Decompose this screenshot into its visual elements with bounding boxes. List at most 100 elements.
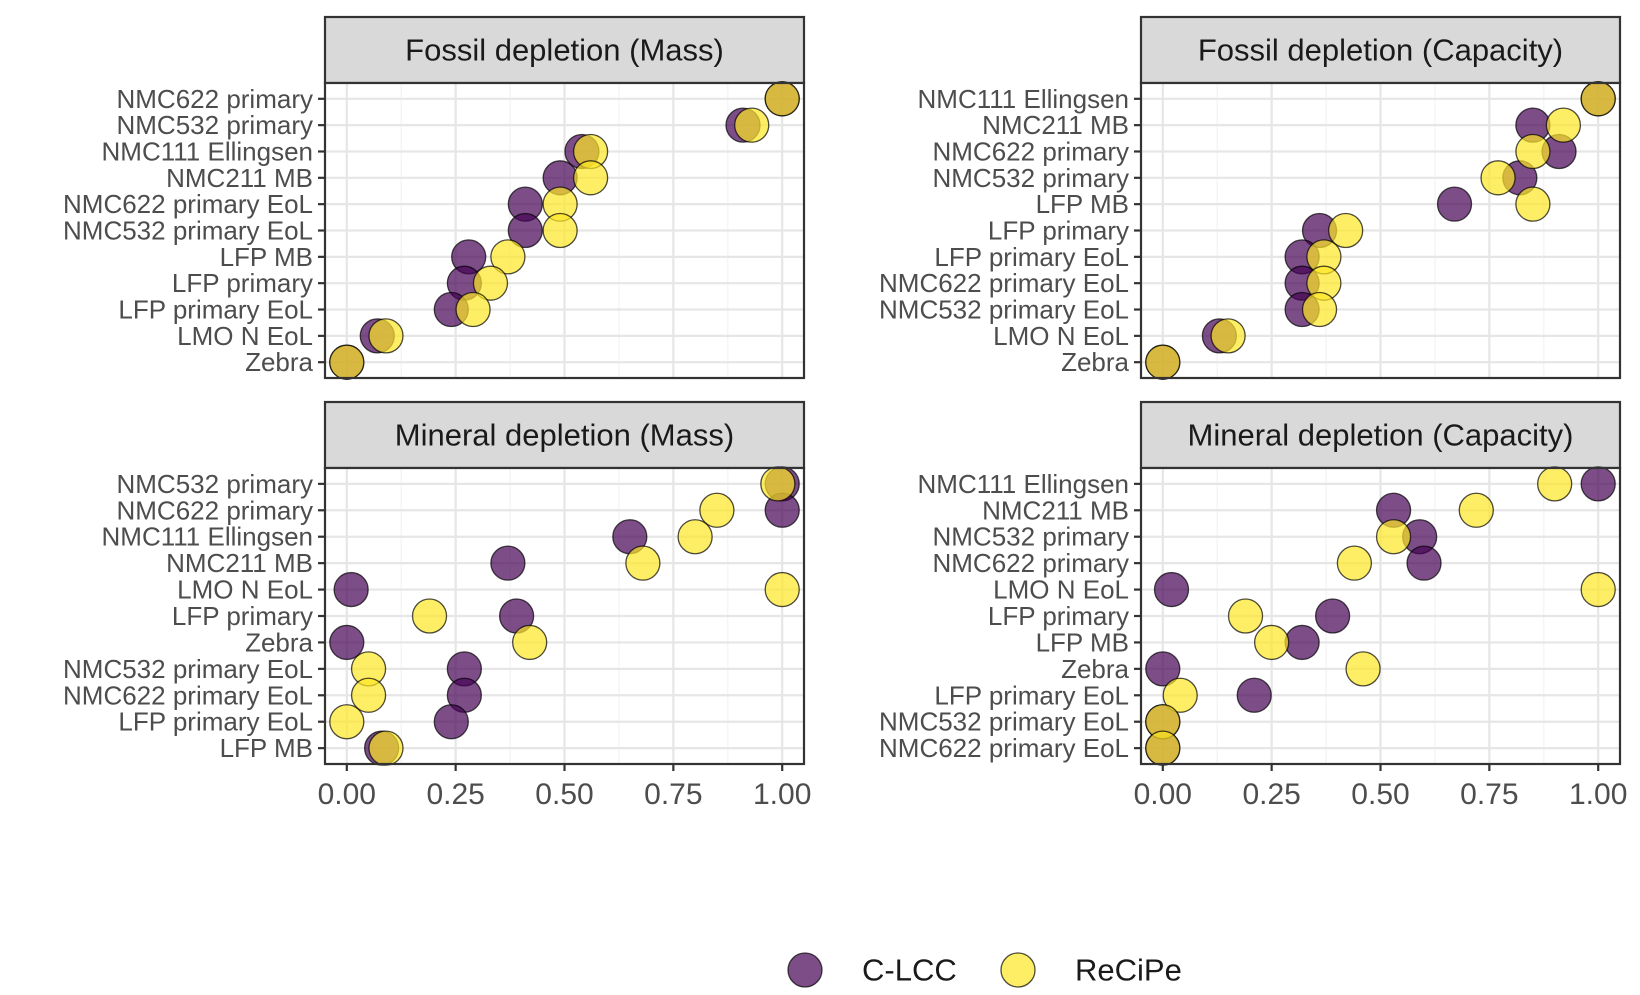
point-recipe (350, 677, 387, 713)
point-c-lcc (507, 212, 543, 249)
y-tick-label: LFP primary EoL (118, 295, 313, 325)
point-c-lcc (329, 624, 365, 661)
point-recipe (1210, 318, 1246, 354)
y-tick-label: NMC532 primary (933, 163, 1130, 193)
y-tick-label: LFP primary EoL (118, 707, 313, 737)
point-recipe (368, 730, 404, 766)
facet-strip (1139, 400, 1622, 470)
x-tick-label: 0.50 (1351, 778, 1409, 811)
y-tick-label: LMO N EoL (993, 575, 1129, 605)
point-c-lcc (1153, 571, 1190, 608)
point-c-lcc (1436, 186, 1473, 222)
point-recipe (1162, 677, 1198, 713)
x-tick-label: 1.00 (1569, 778, 1627, 811)
y-tick-label: LFP MB (1036, 627, 1129, 657)
x-tick-label: 0.25 (426, 778, 484, 811)
panel-1: Fossil depletion (Mass)NMC622 primaryNMC… (63, 15, 806, 380)
point-c-lcc (433, 704, 469, 740)
y-tick-label: NMC622 primary (933, 136, 1130, 166)
facet-title: Mineral depletion (Mass) (395, 418, 734, 453)
y-tick-label: NMC622 primary (117, 84, 314, 114)
point-recipe (1458, 492, 1494, 528)
y-tick-label: NMC622 primary EoL (63, 189, 313, 219)
y-tick-label: NMC532 primary (117, 110, 314, 140)
point-c-lcc (333, 571, 369, 608)
y-tick-label: LFP primary (988, 216, 1129, 246)
y-tick-label: LFP primary (172, 268, 313, 298)
y-tick-label: NMC532 primary (117, 469, 314, 499)
facet-title: Fossil depletion (Capacity) (1198, 33, 1563, 68)
y-tick-label: NMC211 MB (982, 495, 1129, 525)
legend-label: ReCiPe (1075, 953, 1182, 988)
point-c-lcc (1236, 677, 1272, 713)
facet-title: Mineral depletion (Capacity) (1188, 418, 1574, 453)
point-recipe (490, 239, 526, 275)
legend-key-recipe (1000, 952, 1036, 988)
point-recipe (1537, 466, 1573, 502)
x-tick-label: 0.00 (1134, 778, 1192, 811)
x-tick-label: 1.00 (753, 778, 811, 811)
x-tick-label: 0.75 (1460, 778, 1518, 811)
legend: C-LCC ReCiPe (787, 952, 1182, 988)
facet-strip (323, 400, 806, 470)
point-recipe (542, 212, 578, 249)
y-tick-label: NMC622 primary (933, 548, 1130, 578)
y-tick-label: Zebra (245, 627, 313, 657)
y-tick-label: LFP primary EoL (934, 680, 1129, 710)
y-tick-label: NMC111 Ellingsen (918, 84, 1129, 114)
y-tick-label: NMC211 MB (982, 110, 1129, 140)
point-recipe (411, 598, 448, 634)
y-tick-label: NMC111 Ellingsen (102, 136, 313, 166)
y-tick-label: NMC111 Ellingsen (918, 469, 1129, 499)
y-tick-label: Zebra (245, 347, 313, 377)
point-recipe (1145, 730, 1181, 766)
x-tick-label: 0.75 (644, 778, 702, 811)
y-tick-label: LFP MB (1036, 189, 1129, 219)
point-recipe (764, 81, 800, 117)
point-c-lcc (1406, 545, 1442, 581)
x-tick-label: 0.00 (318, 778, 376, 811)
point-recipe (1253, 624, 1290, 661)
point-recipe (764, 571, 800, 608)
facet-title: Fossil depletion (Mass) (405, 33, 724, 68)
y-tick-label: NMC622 primary EoL (879, 733, 1129, 763)
point-recipe (1375, 519, 1412, 555)
point-recipe (1328, 212, 1364, 249)
panel-4: Mineral depletion (Capacity) NMC111 Ellin… (879, 400, 1627, 811)
panel-3: Mineral depletion (Mass)NMC532 primaryNM… (63, 400, 811, 811)
point-recipe (368, 318, 404, 354)
point-c-lcc (1145, 651, 1181, 687)
y-tick-label: Zebra (1061, 347, 1129, 377)
y-tick-label: LFP primary (988, 601, 1129, 631)
facet-strip (1139, 15, 1622, 85)
y-tick-label: NMC622 primary EoL (63, 680, 313, 710)
point-recipe (1480, 160, 1516, 196)
y-tick-label: NMC532 primary EoL (63, 216, 313, 246)
point-recipe (329, 344, 365, 380)
panel-2: Fossil depletion (Capacity) NMC111 Elling… (879, 15, 1622, 380)
point-c-lcc (1580, 466, 1616, 502)
y-tick-label: NMC211 MB (166, 548, 313, 578)
y-tick-label: NMC111 Ellingsen (102, 522, 313, 552)
point-c-lcc (1284, 624, 1320, 661)
point-c-lcc (490, 545, 526, 581)
y-tick-label: LFP primary EoL (934, 242, 1129, 272)
point-recipe (512, 624, 548, 661)
x-tick-label: 0.25 (1242, 778, 1300, 811)
point-c-lcc (1314, 598, 1351, 634)
y-tick-label: NMC622 primary EoL (879, 268, 1129, 298)
point-recipe (572, 160, 609, 196)
y-tick-label: LMO N EoL (177, 575, 313, 605)
y-tick-label: NMC622 primary (117, 495, 314, 525)
y-tick-label: NMC211 MB (166, 163, 313, 193)
point-recipe (1336, 545, 1373, 581)
y-tick-label: LMO N EoL (993, 321, 1129, 351)
point-recipe (1515, 186, 1551, 222)
y-tick-label: NMC532 primary (933, 522, 1130, 552)
point-recipe (329, 704, 365, 740)
y-tick-label: LFP MB (220, 242, 313, 272)
point-recipe (1580, 571, 1616, 608)
point-recipe (1227, 598, 1264, 634)
point-recipe (734, 107, 770, 143)
point-recipe (1545, 107, 1582, 143)
